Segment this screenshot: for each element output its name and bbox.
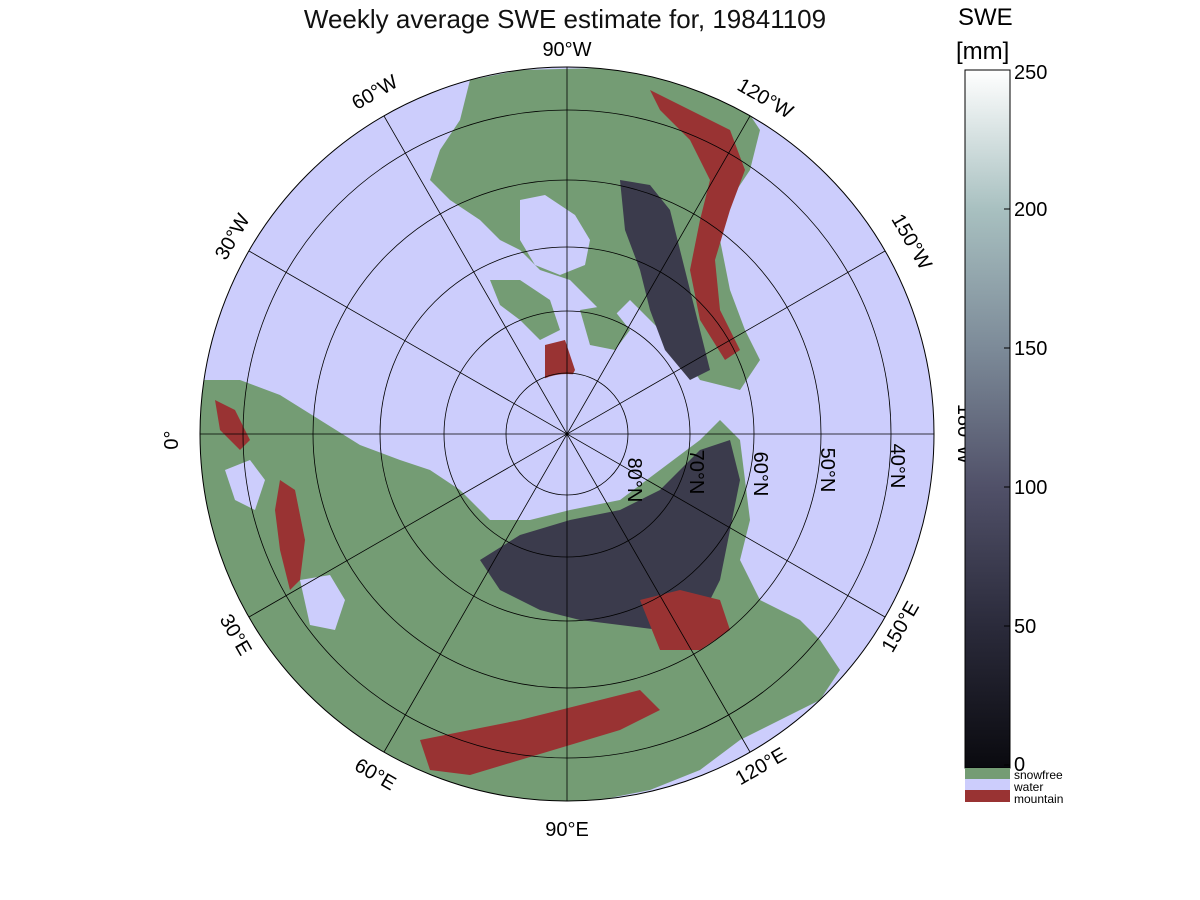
colorbar-unit: [mm] xyxy=(956,38,1010,65)
snow-cover-canada xyxy=(620,180,710,380)
colorbar-tick-50: 50 xyxy=(1014,616,1036,638)
lon-label-90e: 90°E xyxy=(545,819,589,841)
lat-label-40n: 40°N xyxy=(886,444,908,489)
map-boundary xyxy=(199,66,935,802)
lon-label-60w: 60°W xyxy=(348,71,402,115)
lat-label-50n: 50°N xyxy=(816,448,838,493)
colorbar-title: SWE xyxy=(958,4,1013,31)
mountain-himalaya xyxy=(420,690,660,775)
colorbar: 250 200 150 100 50 0 snowfree water moun… xyxy=(964,62,1063,806)
mountain-rockies xyxy=(650,90,745,360)
map-title: Weekly average SWE estimate for, 1984110… xyxy=(303,4,827,34)
colorbar-gradient xyxy=(964,69,1011,769)
caspian-sea xyxy=(300,575,345,630)
mountain-ural xyxy=(275,480,305,590)
colorbar-tick-150: 150 xyxy=(1014,338,1047,360)
lat-label-80n: 80°N xyxy=(623,458,645,503)
mountain-scandes xyxy=(215,400,250,450)
legend-label-snowfree: snowfree xyxy=(1014,768,1063,782)
arctic-islands xyxy=(490,280,560,340)
legend-label-water: water xyxy=(1013,780,1043,794)
mountain-east-siberia xyxy=(640,590,730,650)
colorbar-tick-200: 200 xyxy=(1014,199,1047,221)
lat-label-60n: 60°N xyxy=(749,452,771,497)
hudson-bay xyxy=(520,195,590,275)
longitude-grid xyxy=(200,67,934,801)
land-layer xyxy=(200,68,840,801)
arctic-islands-2 xyxy=(580,305,630,350)
lon-label-150w: 150°W xyxy=(887,210,936,273)
lat-label-70n: 70°N xyxy=(685,450,707,495)
baltic-sea xyxy=(225,460,265,510)
legend-swatch-snowfree xyxy=(965,768,1010,779)
lon-label-90w: 90°W xyxy=(542,39,591,61)
legend-label-mountain: mountain xyxy=(1014,792,1063,806)
legend-swatch-mountain xyxy=(965,790,1010,802)
lon-label-0: 0° xyxy=(161,430,183,449)
colorbar-tick-0: 0 xyxy=(1014,754,1025,776)
colorbar-tick-250: 250 xyxy=(1014,62,1047,84)
lon-label-60e: 60°E xyxy=(351,754,400,795)
colorbar-tick-100: 100 xyxy=(1014,477,1047,499)
snow-cover-siberia xyxy=(480,440,740,630)
legend-swatch-water xyxy=(965,779,1010,790)
